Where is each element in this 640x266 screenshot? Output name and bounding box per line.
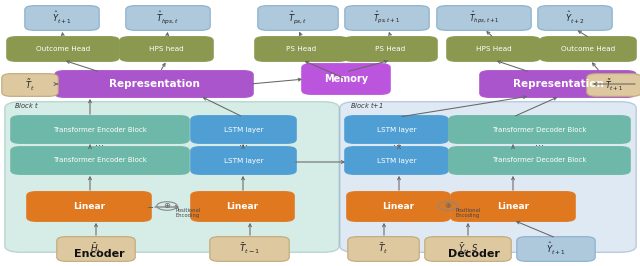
Text: Memory: Memory: [324, 74, 368, 84]
Text: $\oplus$: $\oplus$: [444, 202, 452, 210]
FancyBboxPatch shape: [302, 64, 390, 94]
Text: Transformer Decoder Block: Transformer Decoder Block: [492, 157, 587, 164]
Text: Outcome Head: Outcome Head: [561, 46, 615, 52]
FancyBboxPatch shape: [587, 74, 640, 96]
Text: $\bar{Y}_t,\,S$: $\bar{Y}_t,\,S$: [458, 242, 478, 256]
FancyBboxPatch shape: [11, 116, 189, 143]
Text: Positional
Encoding: Positional Encoding: [456, 207, 481, 218]
FancyBboxPatch shape: [210, 237, 289, 261]
Text: $\tilde{T}_t$: $\tilde{T}_t$: [25, 77, 35, 93]
FancyBboxPatch shape: [191, 147, 296, 174]
FancyBboxPatch shape: [425, 237, 511, 261]
FancyBboxPatch shape: [255, 37, 348, 61]
FancyBboxPatch shape: [447, 37, 540, 61]
FancyBboxPatch shape: [27, 192, 151, 221]
FancyBboxPatch shape: [345, 6, 429, 30]
FancyBboxPatch shape: [191, 192, 294, 221]
Text: Linear: Linear: [73, 202, 105, 211]
Text: $\bar{T}_{t-1}$: $\bar{T}_{t-1}$: [239, 242, 260, 256]
Text: Block $t$+1: Block $t$+1: [350, 100, 383, 110]
Text: Representation: Representation: [109, 79, 200, 89]
FancyBboxPatch shape: [480, 71, 636, 97]
FancyBboxPatch shape: [7, 37, 119, 61]
FancyBboxPatch shape: [340, 102, 636, 252]
FancyBboxPatch shape: [191, 116, 296, 143]
Text: Positional
Encoding: Positional Encoding: [175, 207, 200, 218]
FancyBboxPatch shape: [538, 6, 612, 30]
Text: $\hat{T}_{ps,t}$: $\hat{T}_{ps,t}$: [288, 10, 308, 26]
Text: $\bar{T}_t$: $\bar{T}_t$: [378, 242, 388, 256]
FancyBboxPatch shape: [258, 6, 338, 30]
FancyBboxPatch shape: [347, 192, 450, 221]
FancyBboxPatch shape: [344, 37, 437, 61]
Text: ···: ···: [239, 141, 248, 151]
Text: HPS head: HPS head: [149, 46, 184, 52]
FancyBboxPatch shape: [449, 116, 630, 143]
Text: Transformer Decoder Block: Transformer Decoder Block: [492, 127, 587, 132]
Text: $\hat{T}_{hps,t+1}$: $\hat{T}_{hps,t+1}$: [468, 10, 499, 26]
Text: Transformer Encoder Block: Transformer Encoder Block: [53, 127, 147, 132]
Text: $\hat{Y}_{t+2}$: $\hat{Y}_{t+2}$: [565, 10, 585, 26]
Text: LSTM layer: LSTM layer: [377, 127, 416, 132]
Text: Linear: Linear: [383, 202, 415, 211]
Text: $\hat{T}_{hps,t}$: $\hat{T}_{hps,t}$: [156, 10, 180, 26]
Text: Outcome Head: Outcome Head: [36, 46, 90, 52]
Text: $\bar{H}_t$: $\bar{H}_t$: [90, 242, 102, 256]
FancyBboxPatch shape: [5, 102, 339, 252]
Text: ···: ···: [536, 141, 545, 151]
Text: $\hat{Y}_{t+1}$: $\hat{Y}_{t+1}$: [546, 241, 566, 257]
Text: Transformer Encoder Block: Transformer Encoder Block: [53, 157, 147, 164]
Text: $\oplus$: $\oplus$: [163, 202, 171, 210]
Text: ···: ···: [392, 141, 401, 151]
FancyBboxPatch shape: [348, 237, 419, 261]
Text: Linear: Linear: [497, 202, 529, 211]
FancyBboxPatch shape: [11, 147, 189, 174]
FancyBboxPatch shape: [57, 237, 135, 261]
FancyBboxPatch shape: [451, 192, 575, 221]
Text: LSTM layer: LSTM layer: [224, 127, 263, 132]
Text: LSTM layer: LSTM layer: [224, 157, 263, 164]
FancyBboxPatch shape: [55, 71, 253, 97]
Text: PS Head: PS Head: [376, 46, 406, 52]
FancyBboxPatch shape: [517, 237, 595, 261]
Text: PS Head: PS Head: [286, 46, 317, 52]
FancyBboxPatch shape: [345, 147, 448, 174]
FancyBboxPatch shape: [2, 74, 58, 96]
Text: Decoder: Decoder: [447, 249, 500, 259]
FancyBboxPatch shape: [120, 37, 213, 61]
FancyBboxPatch shape: [345, 116, 448, 143]
Text: LSTM layer: LSTM layer: [377, 157, 416, 164]
Text: HPS Head: HPS Head: [476, 46, 511, 52]
Text: Linear: Linear: [227, 202, 259, 211]
Text: Representation: Representation: [513, 79, 604, 89]
FancyBboxPatch shape: [437, 6, 531, 30]
Text: Encoder: Encoder: [74, 249, 125, 259]
FancyBboxPatch shape: [126, 6, 210, 30]
Text: $\tilde{T}_{t+1}$: $\tilde{T}_{t+1}$: [605, 77, 623, 93]
Text: ···: ···: [95, 141, 104, 151]
Text: $\hat{T}_{ps,t+1}$: $\hat{T}_{ps,t+1}$: [373, 10, 401, 26]
FancyBboxPatch shape: [449, 147, 630, 174]
FancyBboxPatch shape: [25, 6, 99, 30]
Text: Block $t$: Block $t$: [14, 100, 39, 110]
Text: $\hat{Y}_{t+1}$: $\hat{Y}_{t+1}$: [52, 10, 72, 26]
FancyBboxPatch shape: [540, 37, 636, 61]
